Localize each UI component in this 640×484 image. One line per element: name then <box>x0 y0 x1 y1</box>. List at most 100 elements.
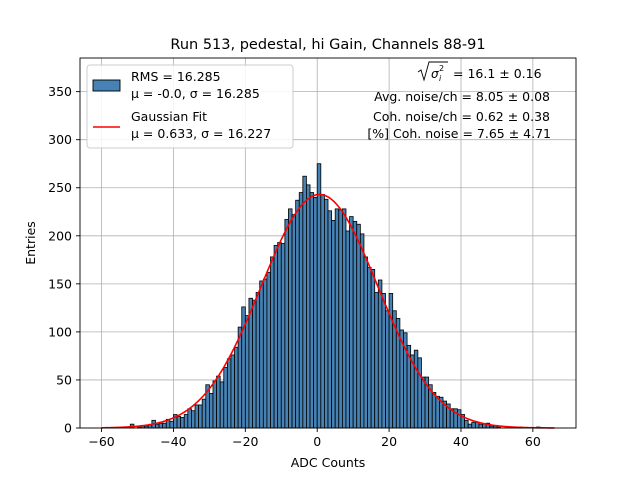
histogram-bar <box>291 214 297 429</box>
legend-fit-label: Gaussian Fit <box>131 109 207 124</box>
legend: RMS = 16.285 μ = -0.0, σ = 16.285 Gaussi… <box>86 64 294 149</box>
sigma-sum-value: = 16.1 ± 0.16 <box>453 66 542 81</box>
histogram-bar <box>155 423 160 429</box>
histogram-bar <box>367 267 372 429</box>
x-axis-ticks: −60 −40 −20 0 20 40 60 <box>88 428 541 449</box>
chart-title: Run 513, pedestal, hi Gain, Channels 88-… <box>170 37 485 53</box>
avg-noise-text: Avg. noise/ch = 8.05 ± 0.08 <box>374 89 550 104</box>
histogram-bar <box>302 175 307 429</box>
histogram-bar <box>352 220 358 429</box>
histogram-bar <box>158 422 164 429</box>
histogram-bar <box>194 404 200 429</box>
histogram-bar <box>377 279 383 429</box>
histogram-bar <box>208 393 214 429</box>
legend-fit-stats: μ = 0.633, σ = 16.227 <box>131 126 271 141</box>
histogram-bar <box>183 414 189 429</box>
histogram-bar <box>435 395 440 429</box>
histogram-bar <box>413 349 419 429</box>
sigma-superscript: 2 <box>439 64 444 73</box>
histogram-bar <box>198 404 203 429</box>
histogram-bar <box>471 421 476 429</box>
histogram-bar <box>431 392 437 429</box>
histogram-bar <box>187 408 192 429</box>
histogram-bar <box>284 219 289 429</box>
histogram-bar <box>324 198 329 429</box>
histogram-bar <box>313 196 318 429</box>
y-tick-label: 50 <box>56 372 72 387</box>
histogram-bar <box>226 358 232 429</box>
x-tick-label: −40 <box>160 434 186 449</box>
x-tick-label: −60 <box>88 434 114 449</box>
histogram-bar <box>478 423 483 429</box>
histogram-bar <box>370 269 376 429</box>
histogram-bar <box>237 326 243 429</box>
y-tick-label: 150 <box>48 276 72 291</box>
histogram-bar <box>262 278 268 429</box>
histogram-bar <box>359 233 365 429</box>
legend-box <box>86 64 294 149</box>
y-tick-label: 100 <box>48 324 72 339</box>
histogram-bar <box>334 208 340 429</box>
histogram-bar <box>374 292 379 429</box>
histogram-bar <box>349 216 354 429</box>
histogram-bar <box>176 416 182 429</box>
y-tick-label: 300 <box>48 132 72 147</box>
histogram-bar <box>169 420 174 429</box>
histogram-bar <box>162 422 167 429</box>
y-tick-label: 0 <box>64 421 72 436</box>
histogram-bar <box>273 245 279 429</box>
x-tick-label: 20 <box>381 434 397 449</box>
histogram-bar <box>421 376 426 429</box>
histogram-bar <box>298 192 304 429</box>
histogram-bar <box>277 242 282 429</box>
noise-annotations: σ 2 i = 16.1 ± 0.16 Avg. noise/ch = 8.05… <box>367 61 551 141</box>
histogram-bar <box>191 410 196 429</box>
plot-frame <box>79 57 577 429</box>
histogram-bar <box>320 194 325 429</box>
histogram-bar <box>341 208 347 429</box>
histogram-bar <box>201 398 207 429</box>
y-axis-label: Entries <box>23 221 38 265</box>
histogram-bar <box>230 354 235 429</box>
histogram-bar <box>212 380 217 429</box>
histogram-bar <box>259 280 264 429</box>
histogram-bar <box>295 199 300 429</box>
histogram-bar <box>316 163 322 429</box>
x-tick-label: 40 <box>453 434 469 449</box>
y-axis-ticks: 0 50 100 150 200 250 300 350 <box>48 84 80 436</box>
legend-histogram-swatch <box>92 79 121 92</box>
histogram-bar <box>464 419 469 429</box>
sigma-sum-formula: σ 2 i = 16.1 ± 0.16 <box>417 61 542 83</box>
gaussian-fit-line <box>101 193 555 429</box>
histogram-bar <box>216 375 221 429</box>
legend-histogram-stats: μ = -0.0, σ = 16.285 <box>131 86 260 101</box>
histogram-bar <box>180 417 185 429</box>
y-tick-label: 200 <box>48 228 72 243</box>
histogram-bar <box>234 346 239 429</box>
histogram-bar <box>219 381 225 429</box>
histogram-bar <box>244 315 250 429</box>
histogram-bar <box>255 292 261 429</box>
histogram-bar <box>288 208 293 429</box>
histogram-bar <box>331 220 336 429</box>
sigma-subscript: i <box>439 74 442 83</box>
histogram-bar <box>356 223 361 429</box>
histogram-bar <box>270 256 275 429</box>
histogram-bar <box>306 184 311 429</box>
histogram-bar <box>467 423 473 429</box>
y-tick-label: 250 <box>48 180 72 195</box>
histogram-bar <box>223 367 228 429</box>
histogram-bar <box>363 256 368 429</box>
x-tick-label: 60 <box>525 434 541 449</box>
legend-histogram-label: RMS = 16.285 <box>131 69 221 84</box>
histogram-bar <box>385 310 390 429</box>
histogram-bar <box>327 210 332 429</box>
coh-noise-text: Coh. noise/ch = 0.62 ± 0.38 <box>373 109 550 124</box>
histogram-bar <box>266 271 271 429</box>
histogram-bar <box>456 409 462 429</box>
sigma-symbol: σ <box>431 67 439 81</box>
histogram-bar <box>280 243 286 429</box>
histogram-bar <box>345 230 350 429</box>
